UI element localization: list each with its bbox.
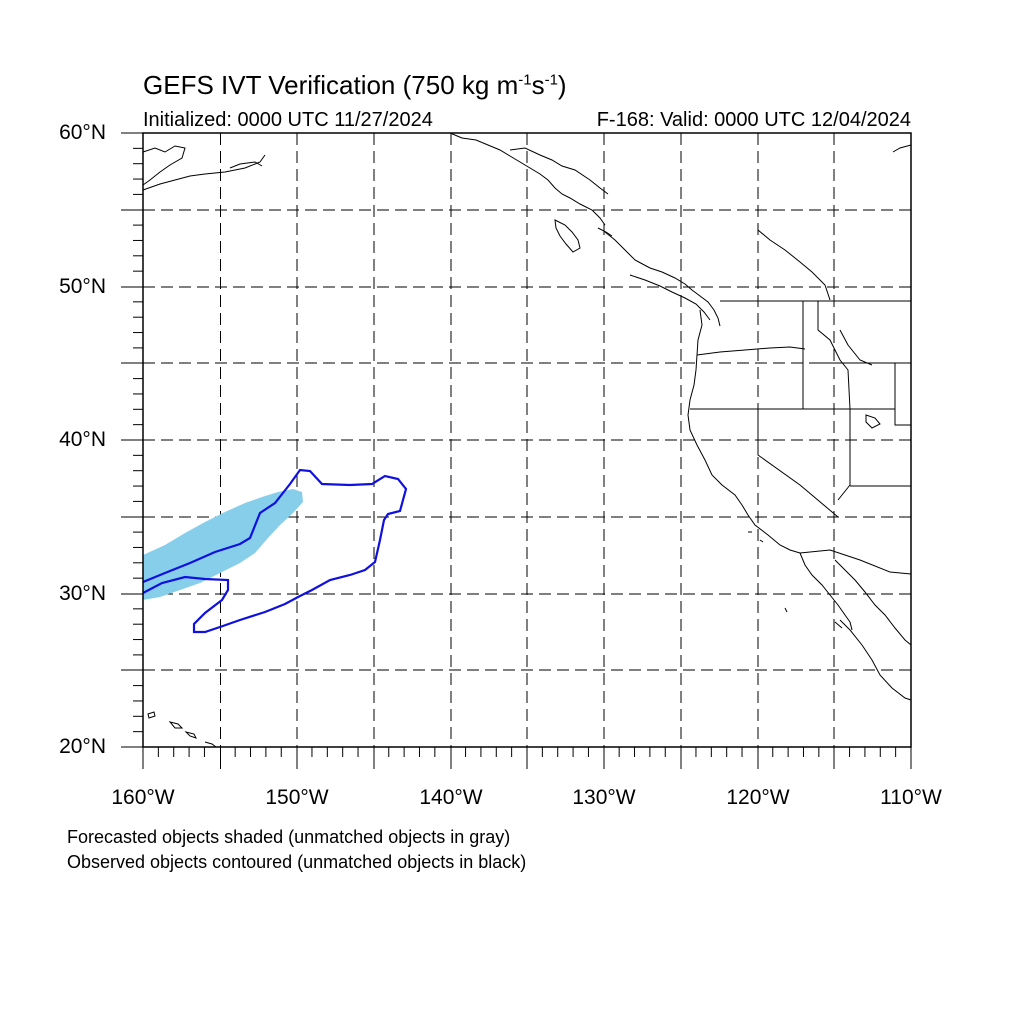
lon-label-160w: 160°W [111,786,175,809]
footnote-forecast: Forecasted objects shaded (unmatched obj… [67,827,511,847]
graticule [143,133,911,747]
lon-label-140w: 140°W [419,786,483,809]
chart-title: GEFS IVT Verification (750 kg m-1s-1) [143,70,567,100]
forecast-object-shaded [143,489,303,600]
lat-label-20n: 20°N [59,735,106,758]
lon-ticks [142,747,912,769]
observed-object-contour [142,468,408,634]
minor-lon-ticks [157,747,897,757]
lat-label-40n: 40°N [59,428,106,451]
lat-ticks [121,132,143,748]
lon-label-130w: 130°W [572,786,636,809]
minor-lat-ticks [133,147,143,733]
valid-time: F-168: Valid: 0000 UTC 12/04/2024 [596,109,911,131]
initialized-time: Initialized: 0000 UTC 11/27/2024 [143,109,433,131]
lat-label-60n: 60°N [59,121,106,144]
lat-label-50n: 50°N [59,275,106,298]
coastlines [142,132,912,748]
footnote-observed: Observed objects contoured (unmatched ob… [67,852,527,872]
lon-label-110w: 110°W [880,786,942,809]
lon-label-150w: 150°W [265,786,329,809]
lat-label-30n: 30°N [59,582,106,605]
lon-label-120w: 120°W [726,786,790,809]
